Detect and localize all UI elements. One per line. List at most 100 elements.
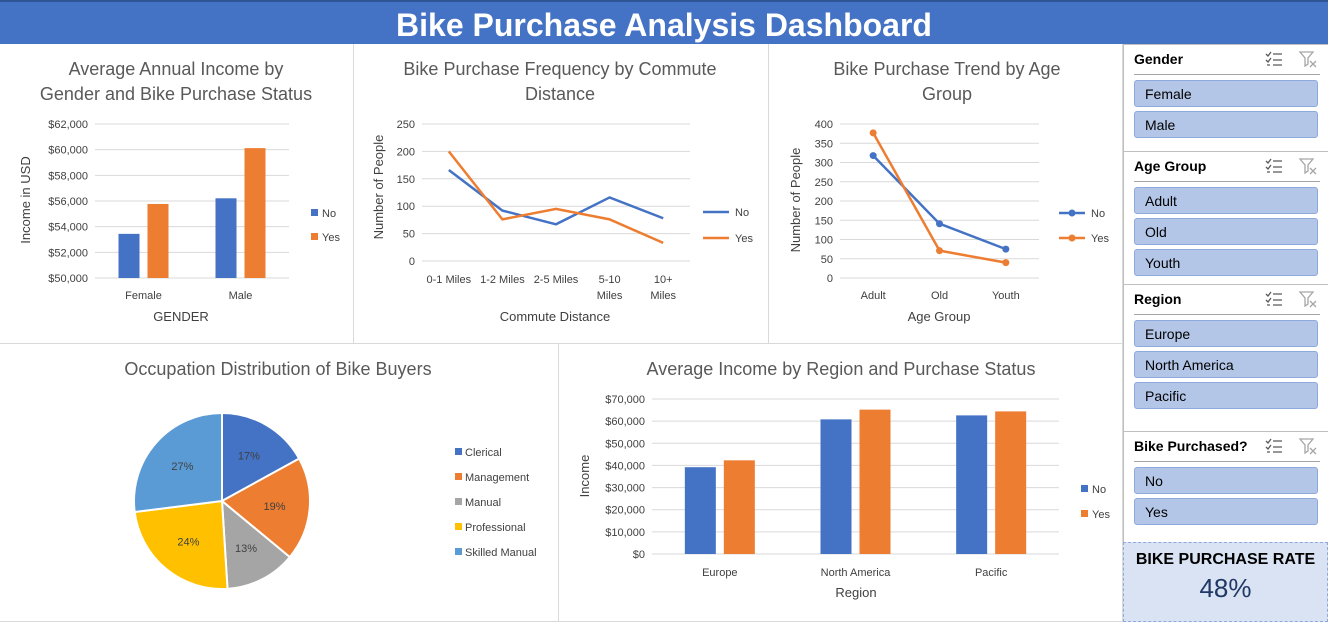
slicer-item-yes[interactable]: Yes: [1134, 498, 1318, 525]
bar: [995, 411, 1027, 554]
y-tick-label: $50,000: [605, 438, 645, 450]
slicer-item-youth[interactable]: Youth: [1134, 249, 1318, 276]
legend-label: Management: [465, 472, 529, 484]
occupation-panel: Occupation Distribution of Bike Buyers 1…: [0, 344, 559, 622]
legend-swatch: [455, 448, 462, 455]
multi-select-icon[interactable]: [1264, 436, 1284, 461]
slicer-title: Bike Purchased?: [1134, 438, 1248, 454]
slicer-title: Gender: [1134, 51, 1184, 67]
slicer-divider: [1134, 314, 1320, 315]
legend-label: Skilled Manual: [465, 547, 537, 559]
y-tick-label: $20,000: [605, 505, 645, 517]
slicer-title: Age Group: [1134, 158, 1207, 174]
pie-slice: [220, 498, 292, 590]
y-tick-label: $30,000: [605, 483, 645, 495]
data-point: [1002, 245, 1010, 253]
legend-swatch: [455, 548, 462, 555]
data-point: [869, 152, 877, 160]
income-gender-panel: Average Annual Income by Gender and Bike…: [0, 44, 354, 344]
chart-title: Distance: [525, 84, 595, 104]
slicer-title: Region: [1134, 291, 1182, 307]
slicer-item-male[interactable]: Male: [1134, 111, 1318, 138]
y-tick-label: $70,000: [605, 394, 645, 406]
slicer-item-no[interactable]: No: [1134, 467, 1318, 494]
data-point: [869, 129, 877, 137]
y-axis-label: Income: [577, 455, 592, 498]
legend-label: No: [735, 207, 749, 219]
slicer-gender: Gender Female Male: [1123, 44, 1328, 151]
bar: [859, 409, 891, 554]
clear-filter-icon[interactable]: [1298, 49, 1318, 74]
data-point: [936, 220, 943, 228]
slicer-item-old[interactable]: Old: [1134, 218, 1318, 245]
series-line: [447, 150, 664, 245]
y-tick-label: 100: [397, 201, 415, 213]
multi-select-icon[interactable]: [1264, 156, 1284, 181]
slicer-item-north-america[interactable]: North America: [1134, 351, 1318, 378]
slicer-item-europe[interactable]: Europe: [1134, 320, 1318, 347]
y-tick-label: $62,000: [48, 119, 88, 131]
slicer-region: Region Europe North America Pacific: [1123, 284, 1328, 431]
x-axis-label: GENDER: [153, 309, 209, 324]
x-axis-label: Commute Distance: [500, 309, 611, 324]
x-tick-label: 5-10: [599, 274, 621, 286]
chart-title: Average Annual Income by: [69, 59, 284, 79]
legend-label: No: [1091, 208, 1105, 220]
x-tick-label: Adult: [861, 290, 886, 302]
x-tick-label: Old: [931, 290, 948, 302]
legend-label: Yes: [1092, 509, 1110, 521]
legend-swatch: [455, 523, 462, 530]
data-point: [1002, 259, 1010, 267]
legend-label: Clerical: [465, 447, 502, 459]
y-axis-label: Income in USD: [18, 156, 33, 243]
region-panel: Average Income by Region and Purchase St…: [559, 344, 1123, 622]
y-tick-label: $56,000: [48, 196, 88, 208]
bar: [147, 203, 169, 278]
series-line: [872, 132, 1007, 264]
pie-slice: [220, 457, 311, 559]
slicer-toolbar: [1264, 436, 1318, 461]
y-tick-label: 300: [815, 158, 833, 170]
multi-select-icon[interactable]: [1264, 49, 1284, 74]
x-axis-label: Age Group: [908, 309, 971, 324]
slicer-item-female[interactable]: Female: [1134, 80, 1318, 107]
y-tick-label: $60,000: [48, 145, 88, 157]
chart-title: Gender and Bike Purchase Status: [40, 84, 312, 104]
y-tick-label: $52,000: [48, 247, 88, 259]
clear-filter-icon[interactable]: [1298, 289, 1318, 314]
legend-swatch: [311, 233, 318, 240]
x-tick-label: Male: [229, 290, 253, 302]
legend-swatch: [455, 473, 462, 480]
bar: [118, 233, 140, 278]
legend-marker: [1068, 209, 1076, 217]
slicer-item-pacific[interactable]: Pacific: [1134, 382, 1318, 409]
multi-select-icon[interactable]: [1264, 289, 1284, 314]
pie-slice: [221, 411, 301, 503]
chart-title: Bike Purchase Trend by Age: [833, 59, 1060, 79]
commute-chart: Bike Purchase Frequency by Commute Dista…: [371, 59, 753, 324]
slicer-item-adult[interactable]: Adult: [1134, 187, 1318, 214]
bar: [684, 467, 716, 554]
slice-label: 19%: [264, 501, 286, 513]
bike-purchase-rate-card: BIKE PURCHASE RATE 48%: [1123, 542, 1328, 622]
y-tick-label: 200: [397, 146, 415, 158]
y-tick-label: 250: [815, 177, 833, 189]
chart-title: Group: [922, 84, 972, 104]
x-tick-label: 1-2 Miles: [480, 274, 525, 286]
clear-filter-icon[interactable]: [1298, 156, 1318, 181]
x-tick-label: Pacific: [975, 567, 1008, 579]
age-panel: Bike Purchase Trend by Age Group Age Gro…: [769, 44, 1123, 344]
legend-marker: [1068, 234, 1076, 242]
occupation-chart: Occupation Distribution of Bike Buyers 1…: [124, 359, 537, 590]
y-tick-label: 150: [397, 174, 415, 186]
x-tick-label: Youth: [992, 290, 1020, 302]
pie-slice: [133, 499, 229, 590]
clear-filter-icon[interactable]: [1298, 436, 1318, 461]
bar: [244, 148, 266, 278]
chart-title: Occupation Distribution of Bike Buyers: [124, 359, 431, 379]
bar: [956, 415, 988, 554]
y-axis-label: Number of People: [788, 148, 803, 253]
y-tick-label: 400: [815, 119, 833, 131]
bar: [820, 419, 852, 554]
y-tick-label: $0: [633, 549, 645, 561]
